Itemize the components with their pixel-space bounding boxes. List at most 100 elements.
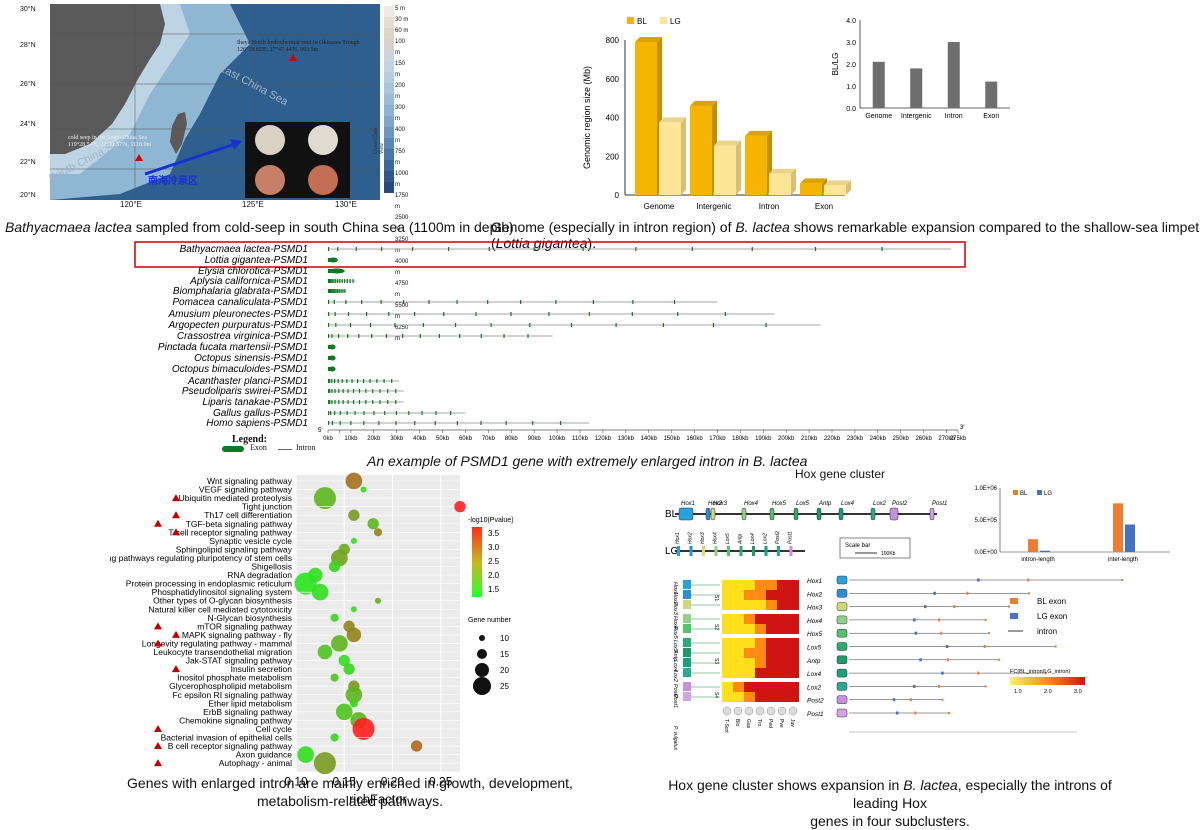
- enrichment-bubble: [294, 572, 317, 595]
- enrichment-bubble: [328, 560, 341, 573]
- hox-gene-box: [836, 668, 848, 678]
- legend-intron-swatch: [278, 449, 292, 450]
- exon-mark: [331, 389, 333, 393]
- cn-label: 南海冷泉区: [148, 176, 198, 187]
- lg-exon-mark: [913, 618, 916, 622]
- depth-scale-bar: [384, 6, 394, 193]
- exon-mark: [331, 289, 333, 293]
- exon-mark: [395, 411, 397, 415]
- exon-mark: [480, 421, 482, 425]
- outgroup-label: P. vulgatus: [672, 726, 678, 751]
- triangle-marker-icon: [172, 511, 180, 519]
- depth-label: 5 m: [395, 6, 406, 12]
- heatmap-cell: [722, 614, 733, 624]
- pathway-label: Other types of O-glycan biosynthesis: [153, 596, 292, 606]
- lat-label: 28°N: [20, 42, 36, 49]
- gene-label: Pinctada fucata martensii-PSMD1: [158, 342, 308, 353]
- kb-tick-label: 180kb: [732, 436, 749, 440]
- lg-gene-box: [677, 546, 680, 556]
- exon-mark: [344, 289, 346, 293]
- heatmap-cell: [777, 648, 788, 658]
- hox-gene-box: [836, 655, 848, 665]
- bl-gene-box: [710, 507, 716, 521]
- psmd1-caption: An example of PSMD1 gene with extremely …: [367, 453, 807, 469]
- kb-tick-label: 130kb: [618, 436, 635, 440]
- exon-mark: [340, 289, 342, 293]
- exon-mark: [337, 334, 340, 338]
- triangle-marker-icon: [172, 528, 180, 536]
- exon-mark: [350, 421, 352, 425]
- exon-mark: [357, 379, 359, 383]
- lg-gene-label: Hox4: [713, 532, 719, 544]
- heatmap-cell: [744, 580, 755, 590]
- taiwan-shape: [170, 112, 187, 154]
- exon-mark: [342, 289, 344, 293]
- legend-title: Legend:: [232, 434, 267, 445]
- kb-tick-label: 220kb: [824, 436, 841, 440]
- exon-mark: [487, 300, 489, 304]
- lg-gene-box: [702, 546, 705, 556]
- lg-gene-label: Hox3: [700, 532, 706, 544]
- enrichment-bubble: [375, 597, 381, 604]
- bar-side: [736, 140, 741, 195]
- lon-label: 120°E: [120, 200, 142, 209]
- category-label: Intergenic: [696, 202, 731, 211]
- heatmap-cell: [777, 668, 788, 678]
- depth-label: 6250 m: [395, 325, 409, 342]
- exon-mark: [328, 300, 330, 304]
- seep-coords: 119°28.54'E, 22°11.57'N, 1118.9m: [68, 142, 152, 148]
- exon-mark: [335, 323, 337, 327]
- size-legend-title: Gene number: [468, 617, 511, 624]
- x-tick-label: 0.15: [333, 775, 357, 789]
- enrichment-bubble: [335, 703, 353, 721]
- hox-gene-box: [836, 589, 848, 598]
- exon-mark: [632, 300, 634, 304]
- heatmap-cell: [722, 580, 733, 590]
- bl-exon-mark: [947, 711, 951, 715]
- stage-icon: [722, 706, 732, 716]
- pathway-label: Tight junction: [242, 502, 293, 512]
- bl-exon-mark: [938, 684, 941, 688]
- stage-label: Juv: [789, 719, 795, 727]
- exon-mark: [582, 247, 584, 251]
- bl-gene-label: Antp: [818, 501, 832, 507]
- heatmap-cell: [777, 638, 788, 648]
- exon-mark: [342, 400, 344, 404]
- heatmap-cell: [788, 692, 799, 702]
- x-axis-label: richFactor: [349, 792, 407, 807]
- bl-gene-box: [678, 507, 694, 521]
- heatmap-cell: [733, 638, 744, 648]
- fc-gradient-bar: [1010, 677, 1085, 685]
- exon-mark: [338, 389, 340, 393]
- heatmap-cell: [744, 590, 755, 600]
- enrichment-bubble: [330, 673, 339, 682]
- depth-label: 400 m: [395, 127, 406, 144]
- hox-gene-box: [836, 708, 848, 718]
- ratio-bar: [910, 68, 923, 108]
- exon-mark: [510, 312, 512, 316]
- heatmap-cell: [788, 600, 799, 610]
- exon-mark: [383, 379, 385, 383]
- lg-exon-mark: [895, 711, 899, 715]
- exon-mark: [385, 334, 388, 338]
- exon-mark: [328, 379, 330, 383]
- enrichment-bubble: [317, 644, 333, 660]
- exon-mark: [475, 312, 477, 316]
- x-tick-label: 0.25: [429, 775, 453, 789]
- depth-label: 200 m: [395, 83, 406, 100]
- exon-mark: [631, 312, 633, 316]
- lon-label: 130°E: [335, 200, 357, 209]
- subcluster-label: S1: [713, 595, 719, 601]
- exon-mark: [712, 323, 715, 327]
- pathway-label: Axon guidance: [236, 750, 293, 760]
- bl-exon-mark: [977, 671, 980, 675]
- caption-line: Genes with enlarged intron are mainly en…: [127, 775, 573, 791]
- hox-gene-label: Lox5: [807, 645, 821, 652]
- heatmap-cell: [722, 624, 733, 634]
- scale-bar-box: [839, 537, 911, 559]
- caption-text: shows remarkable expansion compared to t…: [491, 219, 1200, 251]
- exon-mark: [334, 312, 336, 316]
- heatmap-cell: [733, 648, 744, 658]
- pathway-label: Wnt signaling pathway: [207, 476, 293, 486]
- exon-mark: [724, 312, 726, 316]
